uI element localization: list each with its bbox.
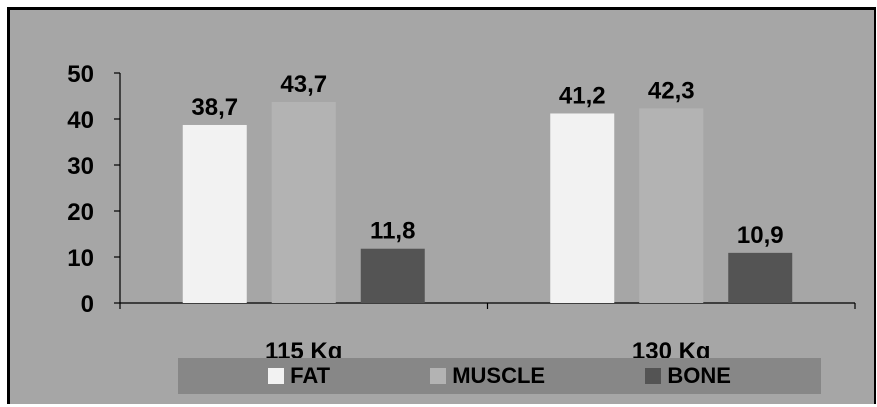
legend-item-muscle: MUSCLE [430, 363, 545, 389]
data-label: 11,8 [370, 218, 415, 245]
y-tick-label: 50 [67, 61, 94, 88]
bar-muscle [639, 108, 704, 303]
data-label: 42,3 [648, 77, 695, 104]
bar-bone [728, 252, 793, 303]
data-label: 43,7 [280, 71, 327, 98]
legend-item-bone: BONE [645, 363, 731, 389]
y-tick-label: 10 [67, 245, 94, 272]
legend-swatch-muscle [430, 368, 447, 384]
legend: FAT MUSCLE BONE [178, 358, 821, 394]
y-tick-label: 20 [67, 199, 94, 226]
bar-fat [550, 113, 615, 303]
y-tick-label: 30 [67, 153, 94, 180]
data-label: 10,9 [737, 222, 784, 249]
chart-area: 0 10 20 30 40 50 38,7 43,7 11,8 115 Kg 41,2 42,3 10,… [7, 7, 876, 404]
data-label: 38,7 [191, 94, 238, 121]
y-tick-label: 40 [67, 107, 94, 134]
y-tick-label: 0 [81, 291, 94, 318]
bar-bone [360, 248, 425, 303]
legend-item-fat: FAT [268, 363, 330, 389]
legend-swatch-bone [645, 368, 662, 384]
bar-fat [182, 124, 247, 303]
data-label: 41,2 [559, 82, 606, 109]
legend-label-fat: FAT [290, 363, 331, 388]
bar-muscle [271, 101, 336, 303]
legend-label-muscle: MUSCLE [452, 363, 546, 388]
legend-swatch-fat [268, 368, 285, 384]
legend-label-bone: BONE [667, 363, 731, 388]
